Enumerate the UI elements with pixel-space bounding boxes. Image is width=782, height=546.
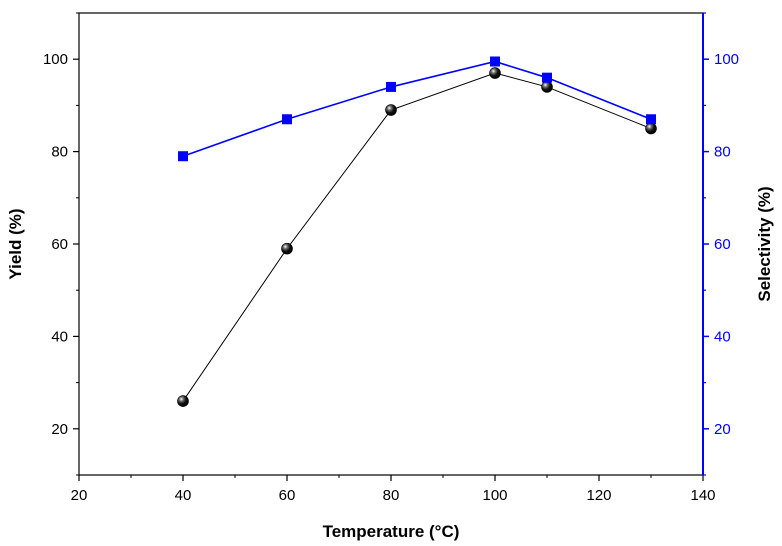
left-y-axis-ticks: 20 40 60 80 100 (43, 12, 79, 476)
y-right-tick-label: 100 (714, 51, 739, 68)
x-tick-label: 140 (690, 487, 715, 504)
right-y-axis-title: Selectivity (%) (755, 186, 774, 301)
selectivity-data-point (178, 151, 188, 162)
selectivity-data-point (646, 114, 656, 125)
y-left-tick-label: 20 (51, 421, 68, 438)
x-axis-ticks: 20 40 60 80 100 120 140 (71, 475, 716, 504)
series-layer (177, 56, 657, 407)
y-left-tick-label: 80 (51, 144, 68, 161)
right-y-axis-ticks: 20 40 60 80 100 (703, 12, 739, 476)
x-tick-label: 100 (482, 487, 507, 504)
yield-data-point (645, 122, 657, 135)
selectivity-data-point (542, 72, 552, 83)
left-y-axis-title: Yield (%) (6, 208, 25, 279)
x-axis-title: Temperature (°C) (323, 522, 460, 541)
yield-series-line (182, 72, 652, 402)
y-left-tick-label: 100 (43, 51, 68, 68)
selectivity-data-point (282, 114, 292, 125)
x-tick-label: 20 (71, 487, 88, 504)
x-tick-label: 120 (586, 487, 611, 504)
yield-data-point (281, 242, 293, 255)
y-right-tick-label: 40 (714, 328, 731, 345)
y-left-tick-label: 40 (51, 328, 68, 345)
yield-data-point (541, 81, 553, 93)
yield-data-point (385, 104, 397, 116)
yield-data-point (489, 67, 501, 79)
y-left-tick-label: 60 (51, 236, 68, 253)
x-tick-label: 80 (383, 487, 400, 504)
selectivity-series-line (182, 60, 652, 157)
yield-data-point (177, 395, 189, 407)
y-right-tick-label: 20 (714, 421, 731, 438)
y-right-tick-label: 60 (714, 236, 731, 253)
y-right-tick-label: 80 (714, 144, 731, 161)
selectivity-data-point (490, 56, 500, 67)
x-tick-label: 60 (279, 487, 296, 504)
selectivity-data-point (386, 81, 396, 92)
x-tick-label: 40 (175, 487, 192, 504)
